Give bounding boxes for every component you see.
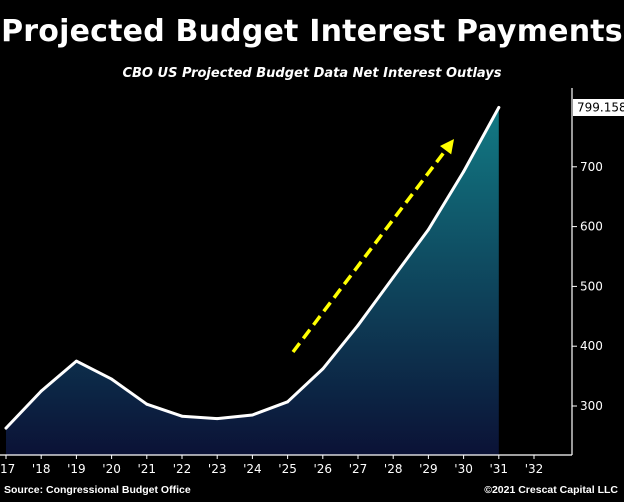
data-points [4, 106, 501, 430]
chart-title: Projected Budget Interest Payments [1, 14, 623, 49]
copyright-note: ©2021 Crescat Capital LLC [484, 484, 618, 496]
x-tick-label: '29 [419, 462, 438, 476]
y-tick-label: 400 [580, 339, 603, 353]
data-point-9 [321, 367, 325, 371]
data-point-12 [427, 228, 430, 231]
x-tick-label: '24 [243, 462, 262, 476]
data-point-8 [286, 400, 289, 404]
y-tick-label: 700 [580, 160, 603, 174]
last-value-box [573, 99, 624, 117]
x-tick-label: '19 [67, 462, 86, 476]
data-point-0 [4, 426, 8, 430]
trend-arrow-shaft [291, 145, 450, 354]
x-tick-label: '22 [173, 462, 192, 476]
x-tick-label: '25 [278, 462, 297, 476]
trend-arrow-head [440, 139, 455, 155]
data-point-2 [75, 359, 78, 363]
last-value-label: 799.158 [573, 99, 624, 117]
x-tick-label: '21 [138, 462, 157, 476]
data-point-7 [251, 413, 254, 417]
data-point-3 [110, 377, 113, 381]
x-tick-label: '27 [349, 462, 368, 476]
chart-subtitle: CBO US Projected Budget Data Net Interes… [122, 66, 502, 81]
x-tick-label: '32 [525, 462, 544, 476]
data-point-1 [39, 389, 43, 393]
x-tick-label: '30 [454, 462, 473, 476]
data-point-14 [497, 106, 501, 109]
source-note: Source: Congressional Budget Office [4, 484, 191, 496]
y-axis-ticks: 300 400 500 600 700 [572, 160, 603, 413]
x-tick-label: '18 [32, 462, 51, 476]
y-tick-label: 600 [580, 220, 603, 234]
y-tick-label: 300 [580, 399, 603, 413]
data-point-11 [391, 276, 395, 279]
x-tick-label: '31 [490, 462, 509, 476]
x-axis-ticks: '17 '18 '19 '20 '21 '22 '23 '24 '25 '26 '27 '28 '29 '… [0, 455, 543, 476]
data-point-6 [215, 417, 219, 420]
x-tick-label: '20 [102, 462, 121, 476]
x-tick-label: '26 [314, 462, 333, 476]
x-tick-label: '28 [384, 462, 403, 476]
x-tick-label: '17 [0, 462, 15, 476]
area-fill [6, 107, 499, 455]
last-value-text: 799.158 [577, 101, 624, 115]
data-point-5 [180, 414, 184, 418]
data-point-4 [145, 402, 149, 406]
x-tick-label: '23 [208, 462, 227, 476]
y-tick-label: 500 [580, 279, 603, 293]
data-point-10 [356, 323, 360, 327]
data-point-13 [462, 170, 465, 173]
